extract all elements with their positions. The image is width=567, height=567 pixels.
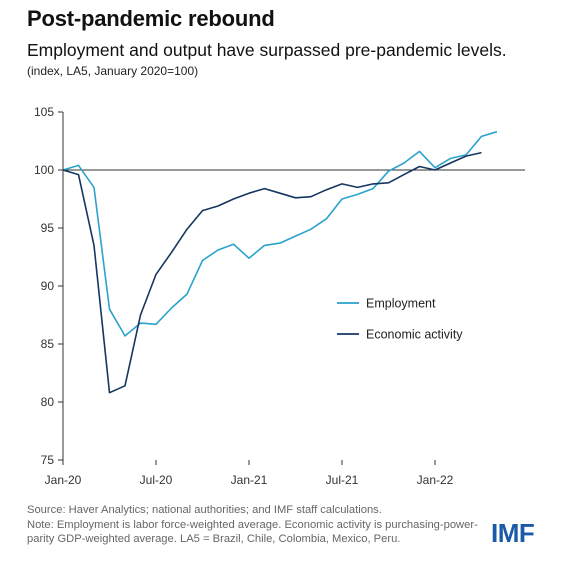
x-tick-label: Jul-20 [140,473,173,487]
economic-activity-series-line [62,151,482,394]
x-tick-label: Jan-21 [231,473,268,487]
y-tick-label: 85 [41,337,55,351]
y-tick-label: 95 [41,221,55,235]
y-tick-label: 75 [41,453,55,467]
y-tick-label: 100 [34,163,54,177]
y-tick-label: 80 [41,395,55,409]
y-tick-label: 90 [41,279,55,293]
x-axis: Jan-20 Jul-20 Jan-21 Jul-21 Jan-22 [45,460,454,487]
chart-title: Post-pandemic rebound [27,6,275,31]
y-axis: 75 80 85 90 95 100 105 [34,105,64,467]
legend: Employment Economic activity [337,297,463,342]
source-note: Source: Haver Analytics; national author… [27,504,382,516]
legend-label: Employment [366,297,436,311]
x-tick-label: Jul-21 [326,473,359,487]
methodology-note: Note: Employment is labor force-weighted… [27,518,478,546]
unit-note: (index, LA5, January 2020=100) [27,64,199,78]
chart-footer: Source: Haver Analytics; national author… [27,503,487,547]
chart-subtitle: Employment and output have surpassed pre… [27,40,507,60]
x-tick-label: Jan-22 [417,473,454,487]
legend-label: Economic activity [366,328,463,342]
series-group [62,130,498,394]
y-tick-label: 105 [34,105,54,119]
imf-logo: IMF [491,518,535,548]
employment-series-line [62,130,498,337]
x-tick-label: Jan-20 [45,473,82,487]
